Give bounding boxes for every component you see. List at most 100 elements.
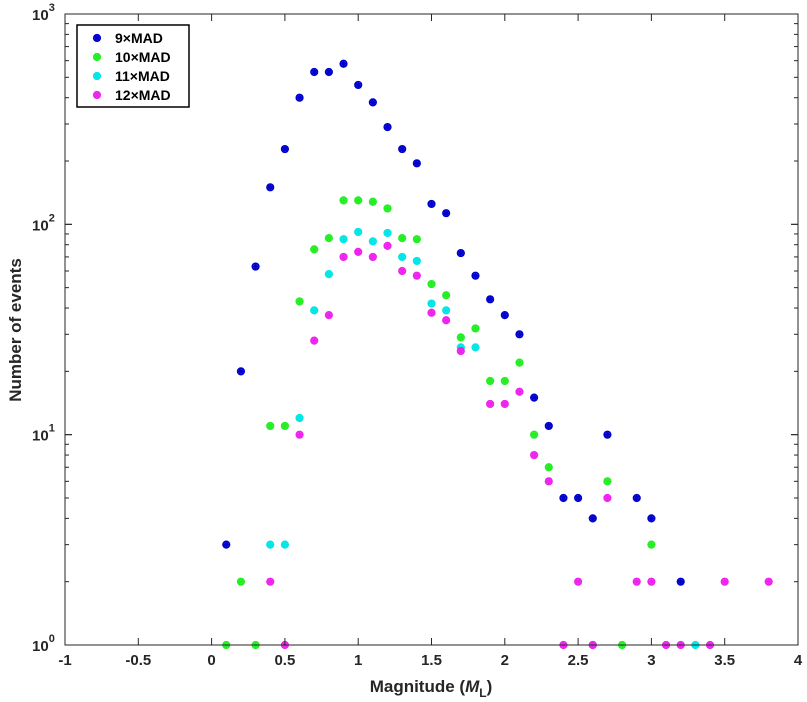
x-tick-label: 4 — [794, 652, 803, 669]
data-point — [471, 271, 480, 280]
data-point — [368, 197, 377, 206]
x-tick-label: -1 — [58, 652, 71, 669]
data-point — [280, 540, 290, 549]
data-point — [310, 67, 319, 77]
data-point — [647, 577, 656, 586]
data-point — [442, 306, 451, 315]
data-point — [280, 144, 290, 154]
data-point — [310, 306, 319, 315]
legend-entry: 11×MAD — [115, 68, 170, 84]
data-point — [530, 393, 539, 402]
data-point — [632, 577, 641, 586]
data-point — [632, 493, 641, 503]
data-point — [236, 367, 246, 376]
y-tick-labels: 100 101 102 103 — [32, 2, 55, 655]
data-point — [588, 514, 597, 523]
plot-area — [65, 14, 798, 645]
data-point — [515, 358, 524, 367]
y-tick-label: 100 — [32, 633, 55, 655]
data-point — [500, 376, 509, 386]
data-point — [573, 577, 583, 586]
data-point — [515, 330, 524, 339]
data-point — [412, 271, 421, 280]
data-point — [647, 514, 656, 523]
data-point — [398, 234, 407, 243]
data-point — [324, 234, 333, 243]
data-point — [266, 540, 275, 549]
data-point — [280, 421, 290, 431]
data-point — [368, 237, 377, 246]
data-point — [383, 204, 392, 213]
x-tick-label: 0 — [207, 652, 215, 669]
data-point — [412, 235, 421, 244]
y-tick-label: 102 — [32, 212, 55, 234]
data-point — [456, 346, 465, 356]
data-point — [544, 421, 553, 431]
data-point — [456, 248, 465, 258]
x-tick-labels: -1 -0.5 0 0.5 1 1.5 2 2.5 3 3.5 4 — [58, 652, 803, 669]
data-point — [544, 463, 553, 472]
data-point — [676, 577, 685, 586]
y-tick-label: 103 — [32, 2, 55, 24]
data-point — [295, 413, 304, 423]
legend-marker — [92, 52, 102, 62]
legend-marker — [92, 90, 102, 100]
data-point — [412, 159, 421, 168]
data-point — [456, 333, 465, 342]
data-point — [310, 336, 319, 345]
x-tick-label: -0.5 — [125, 652, 151, 669]
data-point — [515, 387, 524, 396]
data-point — [354, 247, 363, 256]
data-point — [647, 540, 656, 549]
data-point — [398, 252, 407, 262]
data-point — [222, 540, 231, 549]
data-point — [530, 450, 539, 460]
data-point — [251, 262, 260, 271]
data-point — [310, 245, 319, 254]
data-point — [383, 122, 392, 132]
data-point — [442, 209, 451, 218]
data-point — [398, 266, 407, 276]
data-point — [486, 295, 495, 304]
data-point — [603, 477, 612, 486]
data-point — [354, 80, 363, 90]
data-point — [354, 196, 363, 205]
data-point — [442, 291, 451, 300]
data-point — [324, 269, 333, 279]
x-tick-label: 1.5 — [421, 652, 442, 669]
x-tick-label: 1 — [354, 652, 362, 669]
data-point — [266, 421, 275, 431]
legend-entry: 10×MAD — [115, 49, 171, 65]
x-tick-label: 2 — [501, 652, 509, 669]
data-markers — [222, 59, 773, 650]
y-axis-label: Number of events — [6, 258, 25, 402]
data-point — [500, 311, 509, 320]
x-tick-label: 3.5 — [714, 652, 735, 669]
data-point — [603, 430, 612, 439]
data-point — [764, 577, 773, 586]
data-point — [266, 577, 275, 586]
data-point — [324, 67, 333, 77]
legend-marker — [92, 71, 102, 81]
legend: 9×MAD 10×MAD 11×MAD 12×MAD — [76, 24, 190, 108]
data-point — [530, 430, 539, 439]
data-point — [427, 199, 436, 209]
data-point — [720, 577, 729, 586]
data-point — [339, 252, 348, 262]
data-point — [559, 493, 568, 503]
data-point — [442, 316, 451, 325]
data-point — [486, 376, 495, 386]
data-point — [295, 93, 304, 102]
x-tick-label: 2.5 — [568, 652, 589, 669]
data-point — [339, 196, 348, 205]
data-point — [544, 477, 553, 486]
data-point — [354, 227, 363, 237]
data-point — [500, 399, 509, 409]
data-point — [236, 577, 246, 586]
x-tick-label: 3 — [647, 652, 655, 669]
data-point — [427, 308, 436, 317]
data-point — [368, 252, 377, 262]
data-point — [368, 98, 377, 107]
data-point — [383, 241, 392, 250]
